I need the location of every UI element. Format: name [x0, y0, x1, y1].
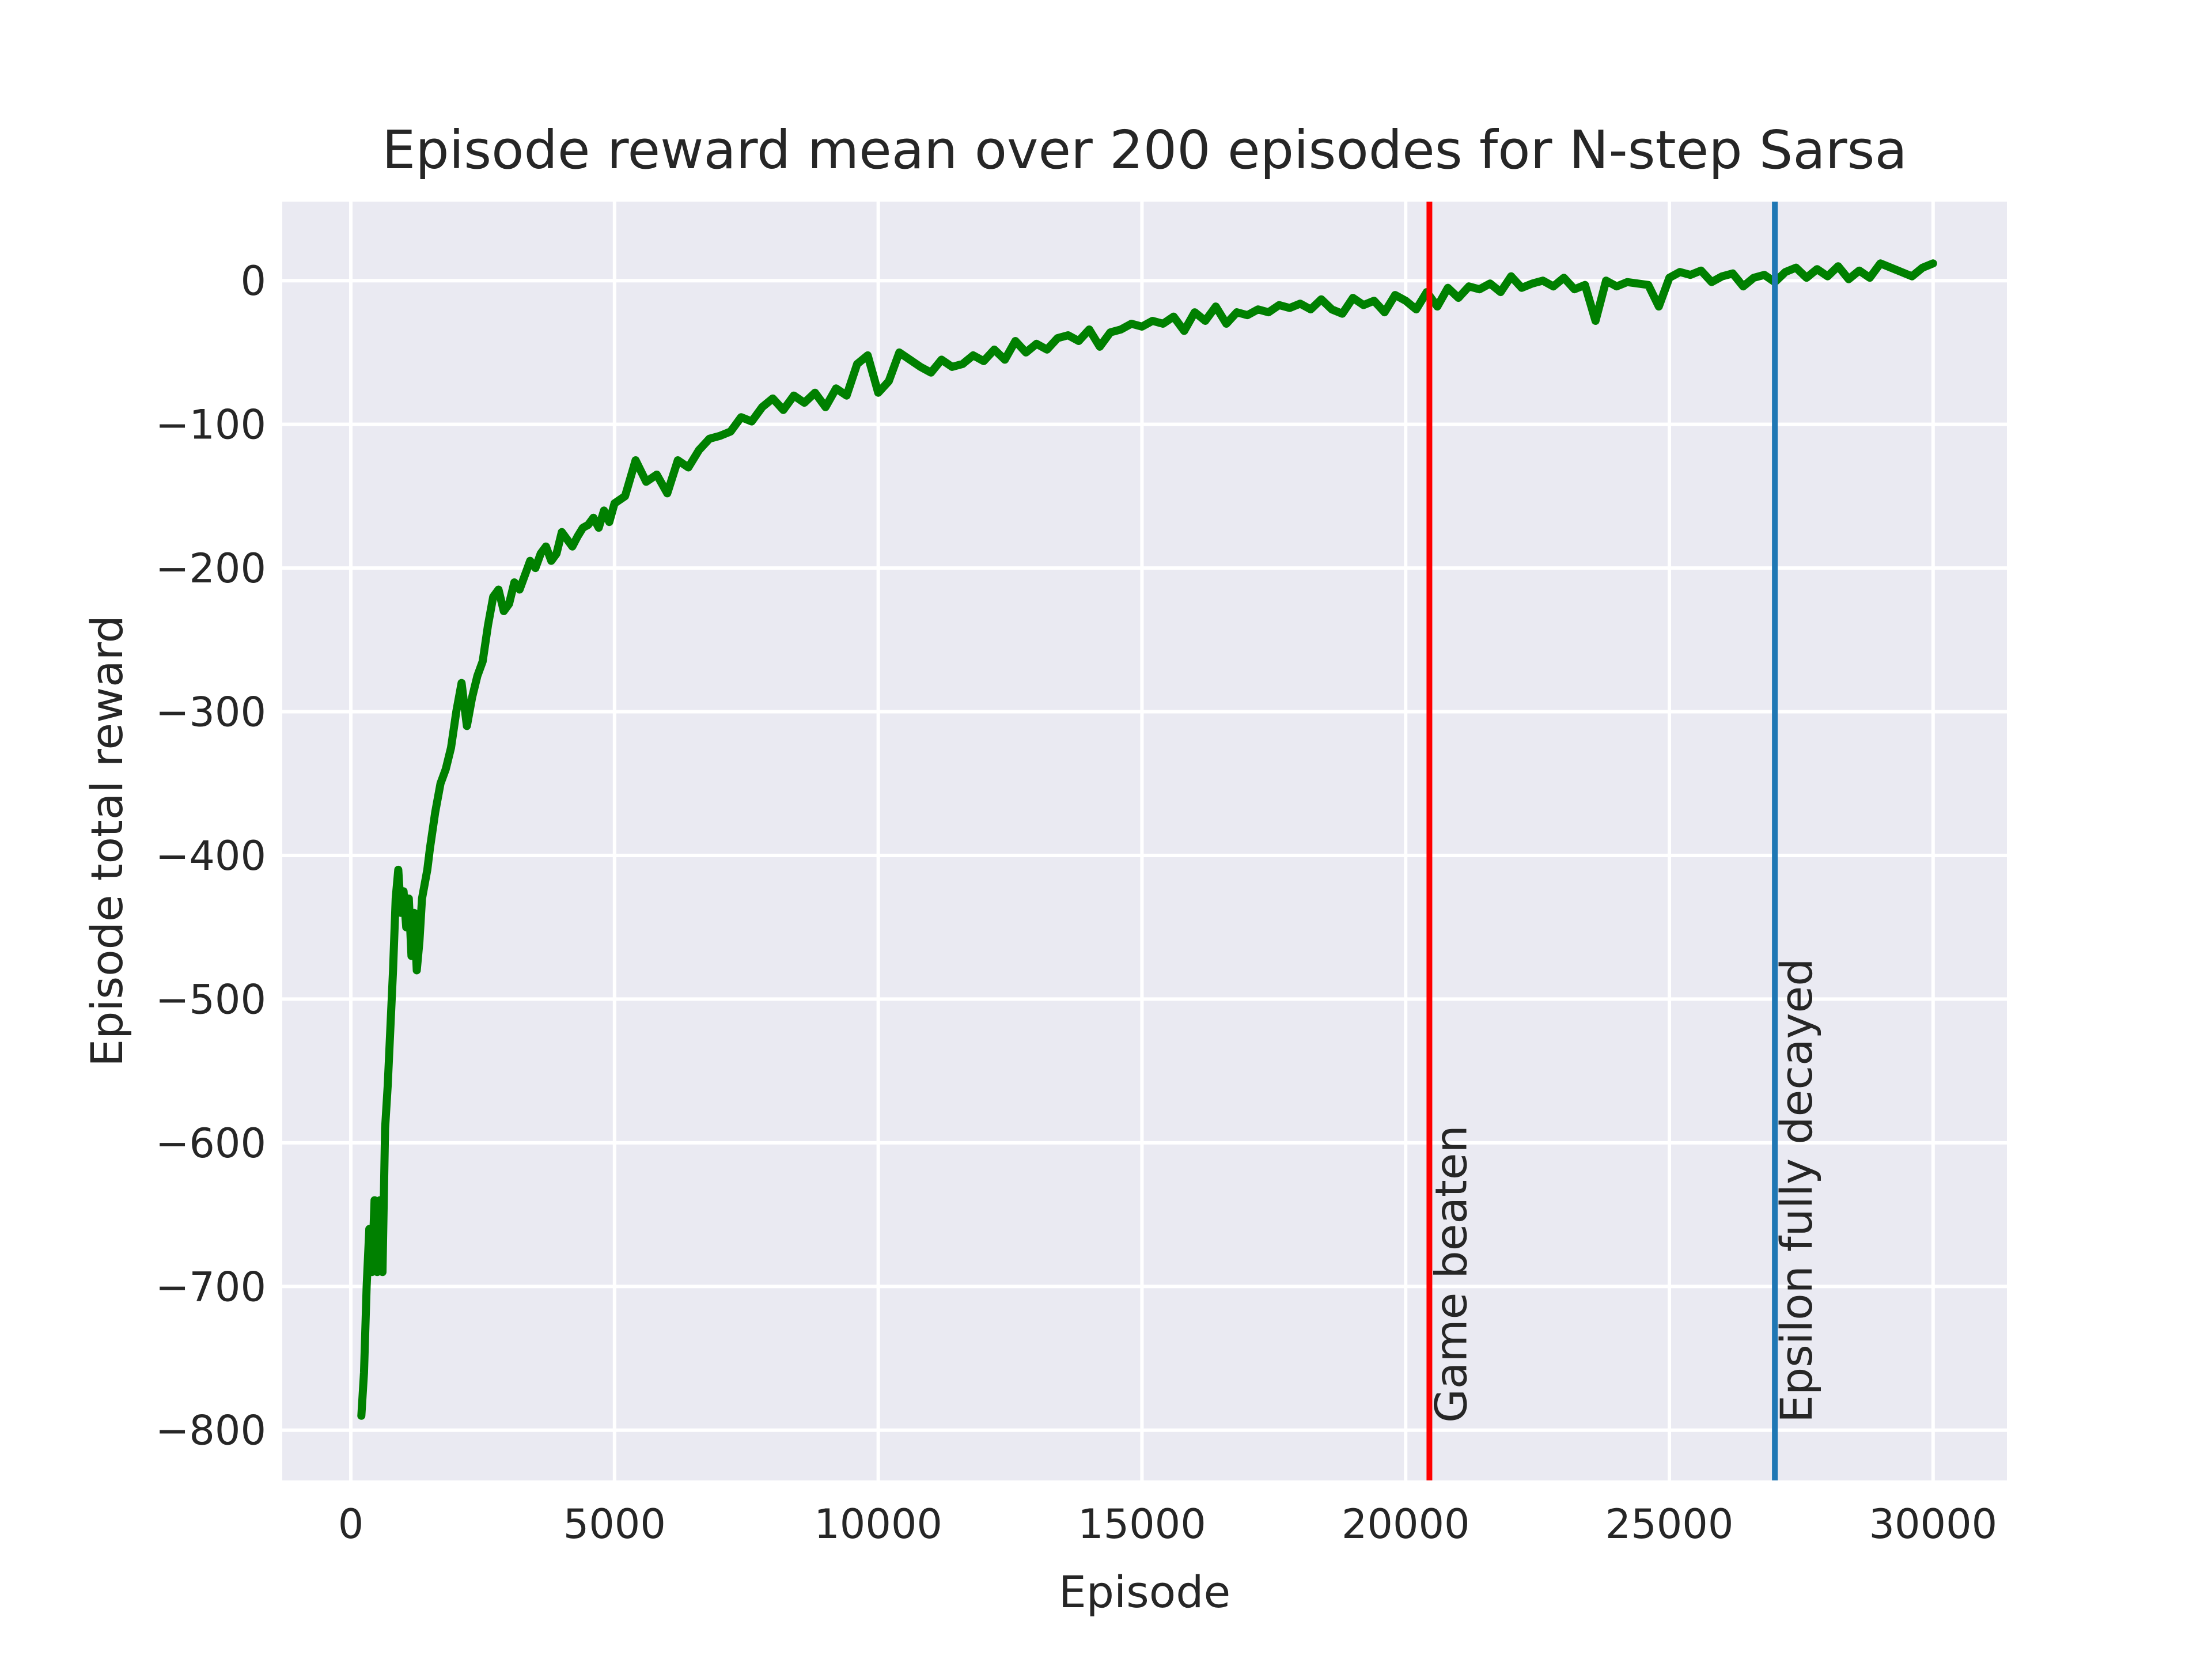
y-tick-label: −500	[156, 976, 266, 1023]
y-tick-label: 0	[240, 257, 266, 305]
series-line	[357, 259, 1937, 1420]
y-tick-label: −700	[156, 1263, 266, 1310]
x-tick-label: 5000	[563, 1501, 666, 1548]
x-tick-label: 10000	[814, 1501, 942, 1548]
plot-area	[282, 202, 2007, 1480]
annotation-epsilon-decayed: Epsilon fully decayed	[1771, 958, 1822, 1423]
y-tick-label: −100	[156, 402, 266, 449]
y-tick-label: −400	[156, 832, 266, 880]
y-gridlines	[282, 279, 2007, 1432]
y-tick-label: −600	[156, 1120, 266, 1167]
chart-title: Episode reward mean over 200 episodes fo…	[382, 119, 1907, 181]
x-tick-label: 30000	[1869, 1501, 1997, 1548]
annotation-game-beaten: Game beaten	[1425, 1125, 1476, 1423]
x-tick-label: 0	[338, 1501, 364, 1548]
x-gridlines	[349, 202, 1935, 1480]
y-tick-label: −800	[156, 1407, 266, 1455]
x-tick-label: 25000	[1605, 1501, 1734, 1548]
x-tick-labels: 0 5000 10000 15000 20000 25000 30000	[338, 1501, 1997, 1548]
y-tick-label: −300	[156, 689, 266, 736]
y-axis-label: Episode total reward	[81, 615, 132, 1067]
y-tick-labels: 0 −100 −200 −300 −400 −500 −600 −700 −800	[156, 257, 266, 1455]
x-tick-label: 15000	[1078, 1501, 1206, 1548]
x-axis-label: Episode	[1059, 1566, 1230, 1618]
x-tick-label: 20000	[1342, 1501, 1470, 1548]
y-tick-label: −200	[156, 545, 266, 592]
